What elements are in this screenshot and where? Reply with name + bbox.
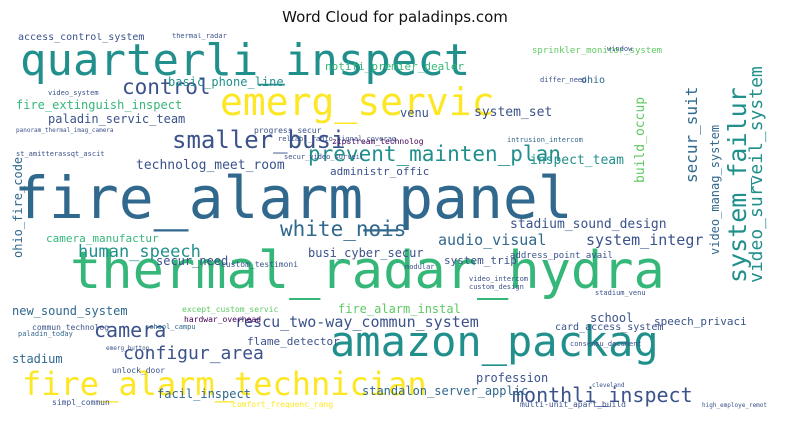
word: zipstream_technolog bbox=[332, 137, 424, 146]
word: window bbox=[607, 45, 633, 53]
word: monthli_inspect bbox=[512, 383, 693, 407]
word: new_sound_system bbox=[12, 304, 128, 318]
word: ohio_fire_code bbox=[12, 156, 25, 258]
word: secur_suit bbox=[682, 86, 701, 183]
word: fire_alarm_panel bbox=[14, 164, 573, 232]
word: comfort_frequenc_rang bbox=[232, 400, 334, 409]
word: fire_alarm_instal bbox=[338, 302, 461, 316]
word-cloud: fire_alarm_panel thermal_radar_hydra qua… bbox=[12, 33, 777, 415]
word: video_surveil_system bbox=[746, 66, 767, 283]
word: commun_technolog bbox=[32, 323, 110, 332]
word: secur_video_surveil bbox=[284, 153, 365, 161]
word: video_manag_system bbox=[708, 124, 722, 255]
word: card_access_system bbox=[555, 322, 664, 333]
word: paladin_today bbox=[18, 330, 73, 338]
word: fire_extinguish_inspect bbox=[16, 98, 183, 112]
word: stadium_sound_design bbox=[510, 217, 667, 232]
word: audio_visual bbox=[438, 231, 547, 249]
word: system_trip bbox=[444, 254, 517, 267]
word: ohio bbox=[581, 75, 606, 86]
word: camera_manufactur bbox=[46, 232, 159, 245]
word: quarterli_inspect bbox=[20, 35, 471, 86]
word: white_nois bbox=[280, 217, 407, 241]
word: basic_phone_line bbox=[168, 75, 284, 89]
word: facil_inspect bbox=[157, 387, 251, 401]
word: technolog_meet_room bbox=[136, 158, 285, 173]
word: configur_area bbox=[123, 343, 264, 364]
word: video_system bbox=[48, 89, 99, 97]
chart-title: Word Cloud for paladinps.com bbox=[282, 8, 508, 26]
word: build_occup bbox=[633, 96, 648, 183]
word: except_custom_servic bbox=[182, 305, 279, 314]
word: fire_alarm_technician bbox=[22, 365, 427, 403]
word: profession bbox=[476, 371, 549, 385]
word: access_control_system bbox=[18, 33, 145, 43]
word: unlock_door bbox=[112, 366, 165, 375]
word: venu bbox=[400, 106, 429, 120]
word: simpl_commun bbox=[52, 398, 110, 407]
word: address_point_avail bbox=[510, 251, 613, 261]
word: system_set bbox=[474, 105, 553, 120]
word: reliabl_radio_signal_coverag bbox=[278, 135, 397, 143]
word: rescu_two-way_commun_system bbox=[235, 313, 479, 331]
word: busi_cyber_secur bbox=[308, 246, 424, 260]
word: cleveland bbox=[592, 382, 625, 389]
word: differ_need bbox=[540, 76, 587, 84]
word: intrusion_intercom bbox=[507, 136, 583, 144]
word: sprinkler_monitor_system bbox=[532, 46, 663, 56]
word: emerg_button bbox=[106, 345, 150, 352]
word: inspect_team bbox=[530, 153, 624, 168]
word: stadium bbox=[12, 352, 63, 366]
word: paladin_servic_team bbox=[48, 112, 186, 126]
word: st_amitterassqt_ascit bbox=[16, 150, 105, 158]
word: system_integr bbox=[586, 231, 704, 249]
word: modular bbox=[405, 263, 435, 271]
word: hardwar_overhead bbox=[184, 315, 262, 324]
word: standalon_server_applic bbox=[362, 384, 529, 398]
word: notifi_premier_dealer bbox=[325, 60, 465, 73]
word: school bbox=[590, 311, 634, 325]
word: panoram_thermal_imag_camera bbox=[16, 127, 114, 134]
word: administr_offic bbox=[330, 165, 430, 178]
word: thermal_radar_hydra bbox=[70, 241, 665, 301]
word: smaller_busi bbox=[172, 126, 346, 154]
word: human_speech bbox=[78, 242, 201, 262]
word: progress_secur bbox=[254, 126, 322, 135]
word: control bbox=[122, 75, 211, 99]
word: school_campu bbox=[145, 323, 196, 331]
word: speech_privaci bbox=[654, 315, 747, 328]
word: custom_testimoni bbox=[221, 260, 299, 269]
word: thermal_radar bbox=[172, 33, 227, 40]
word: consensu_document bbox=[570, 340, 642, 348]
word: secur_need bbox=[156, 254, 229, 268]
word: multi-unit_apart_build bbox=[520, 400, 626, 409]
word: stadium_venu bbox=[595, 289, 646, 297]
word: amazon_packag bbox=[330, 317, 659, 366]
word: custom_design bbox=[469, 283, 524, 291]
word: high_employe_remot bbox=[702, 402, 768, 409]
word: flame_detector bbox=[247, 335, 340, 348]
word: camera bbox=[94, 318, 167, 342]
word: prevent_mainten_plan bbox=[308, 142, 561, 166]
word: video_intercom bbox=[469, 275, 529, 283]
word: emerg_servic bbox=[220, 80, 495, 124]
